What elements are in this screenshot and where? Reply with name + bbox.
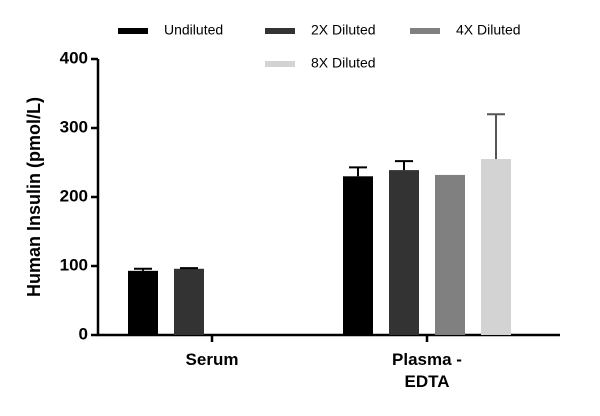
bar [435,174,465,335]
bar [128,270,158,335]
error-bar [349,166,367,177]
legend-swatch [265,61,295,67]
y-tick-label: 0 [79,324,88,343]
y-tick-label: 400 [60,48,88,67]
bar [343,176,373,335]
x-tick-label: Serum [185,350,239,369]
bar [481,159,511,335]
error-bar [487,113,505,160]
error-bar [395,160,413,171]
error-bar [180,267,198,270]
error-bar [134,267,152,271]
y-axis-label: Human Insulin (pmol/L) [24,97,44,297]
legend-swatch [410,28,440,34]
y-tick-label: 300 [60,117,88,136]
y-tick-label: 100 [60,255,88,274]
legend-label: 4X Diluted [456,22,521,38]
legend-label: 8X Diluted [311,55,376,71]
bar [389,170,419,335]
legend-swatch [118,28,148,34]
y-tick-label: 200 [60,186,88,205]
legend-label: Undiluted [164,22,223,38]
legend-swatch [265,28,295,34]
bar [174,268,204,335]
x-tick-label: Plasma - EDTA [392,350,462,391]
legend-label: 2X Diluted [311,22,376,38]
